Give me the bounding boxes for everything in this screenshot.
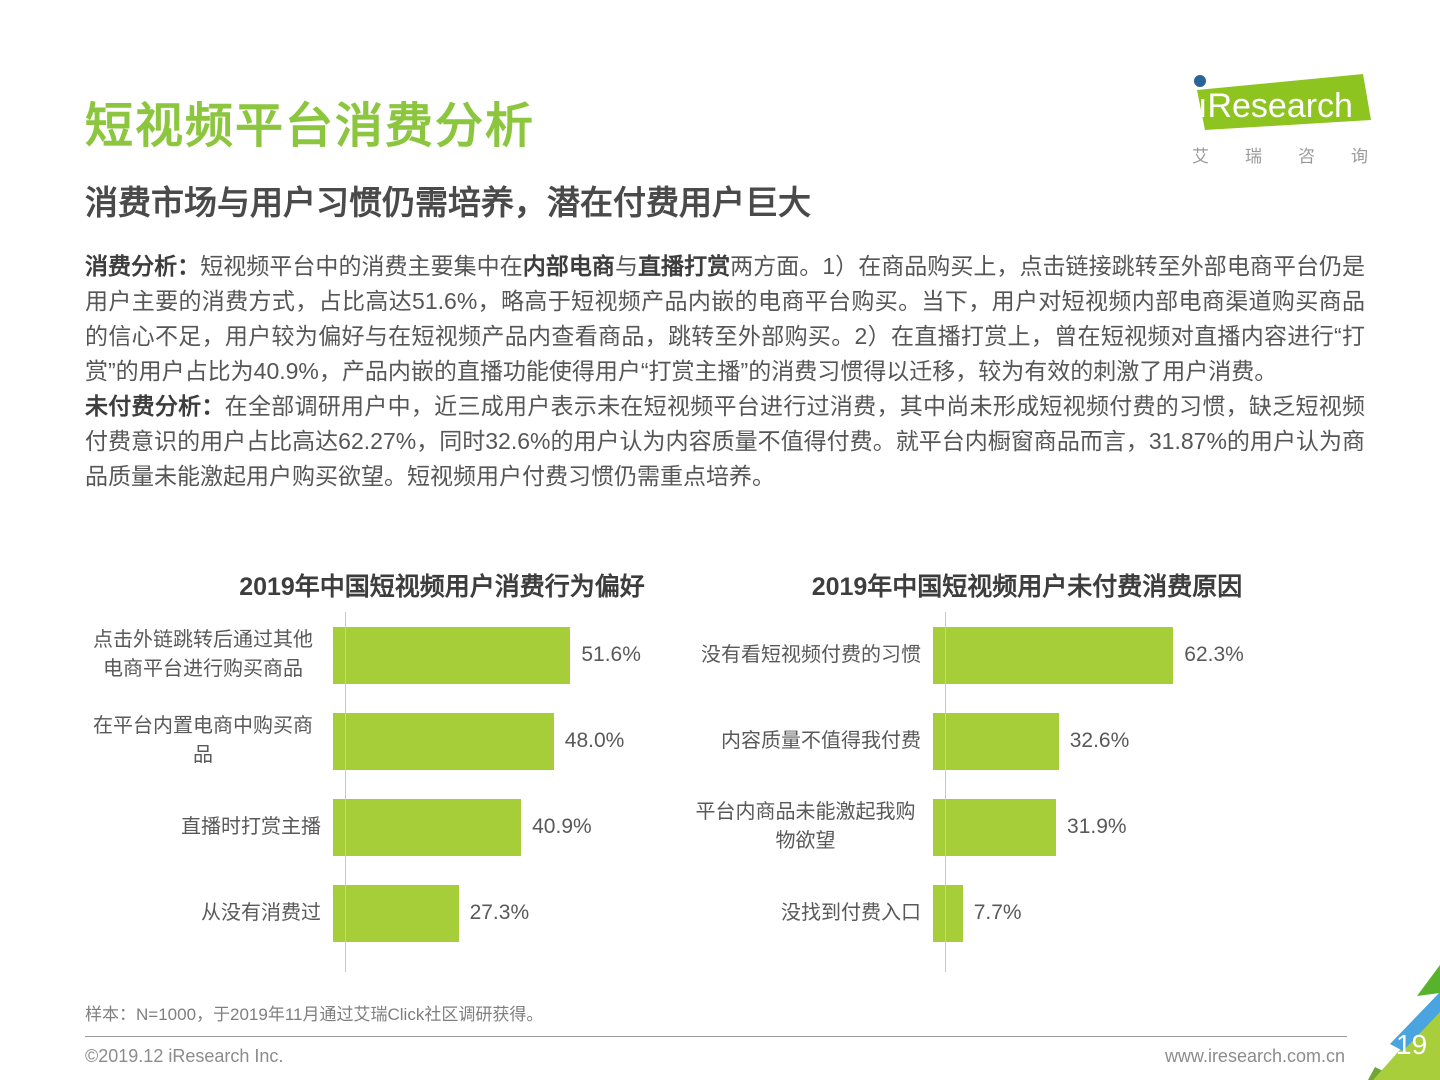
bar-area: 62.3% — [933, 612, 1244, 698]
logo-char: 艾 — [1192, 147, 1209, 166]
iresearch-logo-subtext: 艾 瑞 咨 询 — [1192, 142, 1368, 167]
bar-area: 7.7% — [933, 870, 1203, 956]
value-label: 62.3% — [1184, 643, 1244, 666]
category-label: 平台内商品未能激起我购物欲望 — [695, 801, 916, 852]
paragraph-label: 消费分析： — [85, 253, 201, 279]
bar — [933, 712, 1059, 770]
y-axis-line — [345, 612, 346, 972]
category-label: 内容质量不值得我付费 — [721, 729, 921, 752]
value-label: 48.0% — [564, 729, 625, 752]
bar-row: 点击外链跳转后通过其他电商平台进行购买商品 51.6% — [85, 612, 685, 698]
website-text: www.iresearch.com.cn — [1164, 1046, 1345, 1066]
bar-row: 从没有消费过 27.3% — [85, 870, 685, 956]
bar — [333, 884, 459, 942]
page-subtitle: 消费市场与用户习惯仍需培养，潜在付费用户巨大 — [85, 184, 811, 221]
bar-row: 没有看短视频付费的习惯 62.3% — [690, 612, 1310, 698]
value-label: 32.6% — [1069, 729, 1130, 752]
value-label: 51.6% — [581, 643, 641, 666]
footer-divider — [85, 1036, 1347, 1037]
copyright-text: ©2019.12 iResearch Inc. — [85, 1046, 284, 1066]
category-label: 直播时打赏主播 — [181, 815, 321, 838]
bar — [333, 712, 554, 770]
chart-consumption-behavior: 2019年中国短视频用户消费行为偏好 点击外链跳转后通过其他电商平台进行购买商品… — [85, 558, 685, 972]
chart-plot-area: 点击外链跳转后通过其他电商平台进行购买商品 51.6% 在平台内置电商中购买商品… — [85, 612, 685, 972]
paragraph-consumption-analysis: 消费分析：短视频平台中的消费主要集中在内部电商与直播打赏两方面。1）在商品购买上… — [85, 249, 1365, 389]
logo-char: 咨 — [1298, 147, 1315, 166]
paragraph-segment-bold: 直播打赏 — [637, 253, 731, 279]
bar — [333, 626, 571, 684]
category-label: 点击外链跳转后通过其他电商平台进行购买商品 — [93, 629, 313, 680]
chart-title: 2019年中国短视频用户未付费消费原因 — [811, 573, 1243, 601]
sample-note: 样本：N=1000，于2019年11月通过艾瑞Click社区调研获得。 — [85, 1005, 544, 1024]
category-label: 没找到付费入口 — [781, 901, 921, 924]
paragraph-segment: 在全部调研用户中，近三成用户表示未在短视频平台进行过消费，其中尚未形成短视频付费… — [85, 393, 1366, 489]
paragraph-nonpayment-analysis: 未付费分析：在全部调研用户中，近三成用户表示未在短视频平台进行过消费，其中尚未形… — [85, 389, 1365, 494]
value-label: 40.9% — [532, 815, 592, 838]
chart-nonpayment-reasons: 2019年中国短视频用户未付费消费原因 没有看短视频付费的习惯 62.3% 内容… — [690, 558, 1310, 972]
bar-area: 31.9% — [933, 784, 1203, 870]
category-label: 没有看短视频付费的习惯 — [701, 643, 921, 666]
value-label: 31.9% — [1067, 815, 1127, 838]
analysis-text-block: 消费分析：短视频平台中的消费主要集中在内部电商与直播打赏两方面。1）在商品购买上… — [85, 249, 1365, 494]
bar-row: 直播时打赏主播 40.9% — [85, 784, 685, 870]
page-number: 19 — [1396, 1029, 1428, 1060]
paragraph-segment: 短视频平台中的消费主要集中在 — [200, 253, 523, 279]
chart-title: 2019年中国短视频用户消费行为偏好 — [239, 573, 645, 601]
paragraph-segment: 与 — [614, 253, 638, 279]
bar-area: 40.9% — [333, 784, 609, 870]
chart-plot-area: 没有看短视频付费的习惯 62.3% 内容质量不值得我付费 32.6% 平台内商品… — [690, 612, 1310, 972]
y-axis-line — [945, 612, 946, 972]
corner-decoration: 19 — [1290, 955, 1440, 1080]
paragraph-segment: 两方面。1）在商品购买上，点击链接跳转至外部电商平台仍是用户主要的消费方式，占比… — [85, 253, 1366, 384]
iresearch-logo-icon: ıResearch — [1194, 74, 1371, 130]
category-label: 从没有消费过 — [201, 901, 321, 924]
bar-row: 平台内商品未能激起我购物欲望 31.9% — [690, 784, 1310, 870]
bar-row: 在平台内置电商中购买商品 48.0% — [85, 698, 685, 784]
bar — [333, 798, 522, 856]
value-label: 27.3% — [469, 901, 530, 924]
iresearch-logo: ıResearch — [1183, 72, 1371, 168]
bar-area: 51.6% — [333, 612, 641, 698]
paragraph-label: 未付费分析： — [85, 393, 225, 419]
bar-area: 27.3% — [333, 870, 609, 956]
category-label: 在平台内置电商中购买商品 — [93, 715, 313, 766]
svg-text:ıResearch: ıResearch — [1198, 87, 1353, 125]
bar-row: 没找到付费入口 7.7% — [690, 870, 1310, 956]
bar — [933, 884, 963, 942]
logo-char: 询 — [1351, 147, 1368, 166]
page-title: 短视频平台消费分析 — [85, 100, 536, 153]
bar-row: 内容质量不值得我付费 32.6% — [690, 698, 1310, 784]
bar — [933, 798, 1057, 856]
value-label: 7.7% — [973, 901, 1022, 924]
logo-char: 瑞 — [1245, 147, 1262, 166]
paragraph-segment-bold: 内部电商 — [522, 253, 615, 279]
bar-area: 32.6% — [933, 698, 1203, 784]
corner-triangles-icon — [1368, 965, 1440, 1080]
bar — [933, 626, 1174, 684]
bar-area: 48.0% — [333, 698, 624, 784]
